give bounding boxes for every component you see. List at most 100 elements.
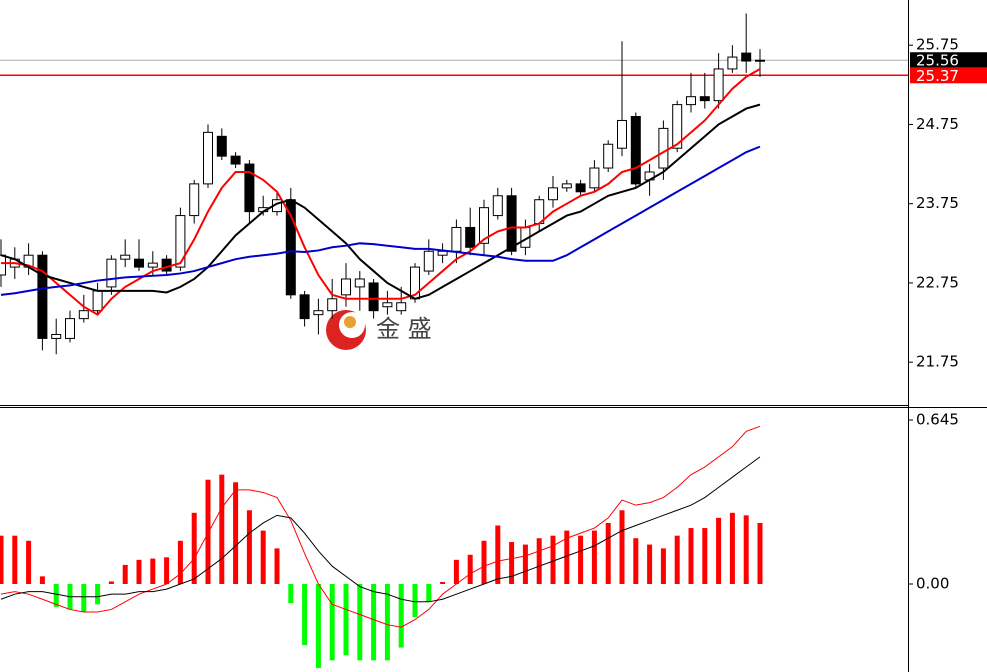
y-tick-label: 23.75	[916, 194, 959, 212]
histogram-bar	[0, 535, 4, 585]
candle-body	[106, 258, 117, 288]
histogram-bar	[509, 542, 515, 585]
candle-body	[603, 143, 614, 169]
histogram-bar	[26, 540, 32, 585]
histogram-bar	[329, 584, 335, 661]
candle-body	[134, 258, 144, 268]
candle-body	[617, 119, 627, 149]
histogram-bar	[260, 530, 266, 585]
histogram-bar	[302, 584, 308, 646]
candle-body	[313, 310, 324, 316]
candle-body	[230, 155, 241, 165]
candle-body	[120, 254, 131, 260]
candle-body	[575, 183, 586, 193]
histogram-bar	[578, 535, 584, 585]
histogram-bar	[729, 512, 735, 585]
candle-body	[368, 282, 379, 312]
histogram-bar	[136, 559, 142, 585]
moving-average	[1, 68, 761, 316]
histogram-bar	[688, 528, 694, 585]
histogram-bar	[81, 584, 87, 612]
histogram-bar	[246, 510, 252, 585]
candle-body	[161, 258, 172, 272]
histogram-bar	[95, 584, 101, 605]
histogram-bar	[467, 554, 473, 585]
candle-body	[327, 298, 338, 312]
candle-body	[78, 310, 89, 320]
candle-body	[382, 302, 393, 308]
histogram-bar	[495, 525, 501, 585]
candle-body	[727, 56, 738, 70]
histogram-bar	[647, 544, 653, 585]
histogram-bar	[522, 544, 528, 585]
candle-body	[713, 68, 724, 102]
histogram-bar	[122, 564, 128, 585]
histogram-bar	[426, 584, 432, 602]
histogram-bar	[564, 530, 570, 585]
price-box	[910, 67, 987, 84]
candle-body	[37, 254, 48, 339]
candle-body	[92, 290, 103, 312]
histogram-bar	[371, 584, 377, 661]
histogram-bar	[619, 510, 625, 585]
candle-body	[741, 52, 752, 62]
candle-body	[451, 226, 462, 252]
moving-average	[0, 103, 761, 300]
histogram-bar	[39, 576, 45, 585]
histogram-bar	[53, 584, 59, 607]
histogram-bar	[205, 479, 211, 585]
candle-body	[65, 318, 75, 339]
candle-body	[341, 278, 351, 296]
histogram-bar	[660, 548, 666, 585]
macd-line	[0, 456, 761, 603]
watermark-logo	[326, 310, 366, 350]
candle-body	[437, 250, 448, 256]
y-tick-label: 22.75	[916, 273, 959, 291]
histogram-bar	[274, 548, 280, 585]
candle-body	[465, 226, 476, 248]
histogram-bar	[481, 540, 487, 585]
candle-body	[203, 131, 213, 185]
candle-body	[658, 127, 669, 169]
candle-body	[396, 302, 407, 312]
histogram-bar	[108, 581, 114, 585]
histogram-bar	[219, 474, 225, 585]
candle-body	[686, 96, 696, 106]
histogram-bar	[191, 512, 197, 585]
price-label: 25.37	[916, 67, 959, 85]
y-tick-label: 24.75	[916, 115, 959, 133]
logo-dot	[344, 316, 356, 328]
candle-body	[630, 116, 641, 185]
candle-body	[147, 262, 158, 268]
candle-body	[51, 333, 62, 339]
candle-body	[299, 294, 310, 320]
histogram-bar	[233, 482, 239, 585]
price-label: 25.56	[916, 52, 959, 70]
histogram-bar	[633, 538, 639, 585]
histogram-bar	[150, 558, 156, 585]
macd-line	[0, 425, 761, 628]
candle-body	[244, 163, 255, 213]
histogram-bar	[412, 584, 418, 618]
candle-body	[175, 215, 186, 268]
histogram-bar	[453, 559, 459, 585]
price-box	[910, 52, 987, 69]
candle-body	[561, 183, 572, 189]
candle-body	[548, 187, 558, 201]
histogram-bar	[357, 584, 363, 661]
candle-body	[189, 183, 200, 217]
histogram-bar	[384, 584, 390, 661]
candle-body	[423, 250, 434, 272]
y-tick-label: 25.75	[916, 36, 959, 54]
y-tick-label: 0.645	[916, 410, 959, 428]
candle-body	[0, 254, 6, 276]
histogram-bar	[177, 540, 183, 585]
histogram-bar	[164, 557, 170, 585]
candle-body	[699, 96, 710, 102]
y-tick-label: 0.00	[916, 575, 949, 593]
histogram-bar	[605, 522, 611, 585]
histogram-bar	[702, 528, 708, 585]
candle-body	[479, 207, 489, 244]
candle-body	[589, 167, 600, 189]
